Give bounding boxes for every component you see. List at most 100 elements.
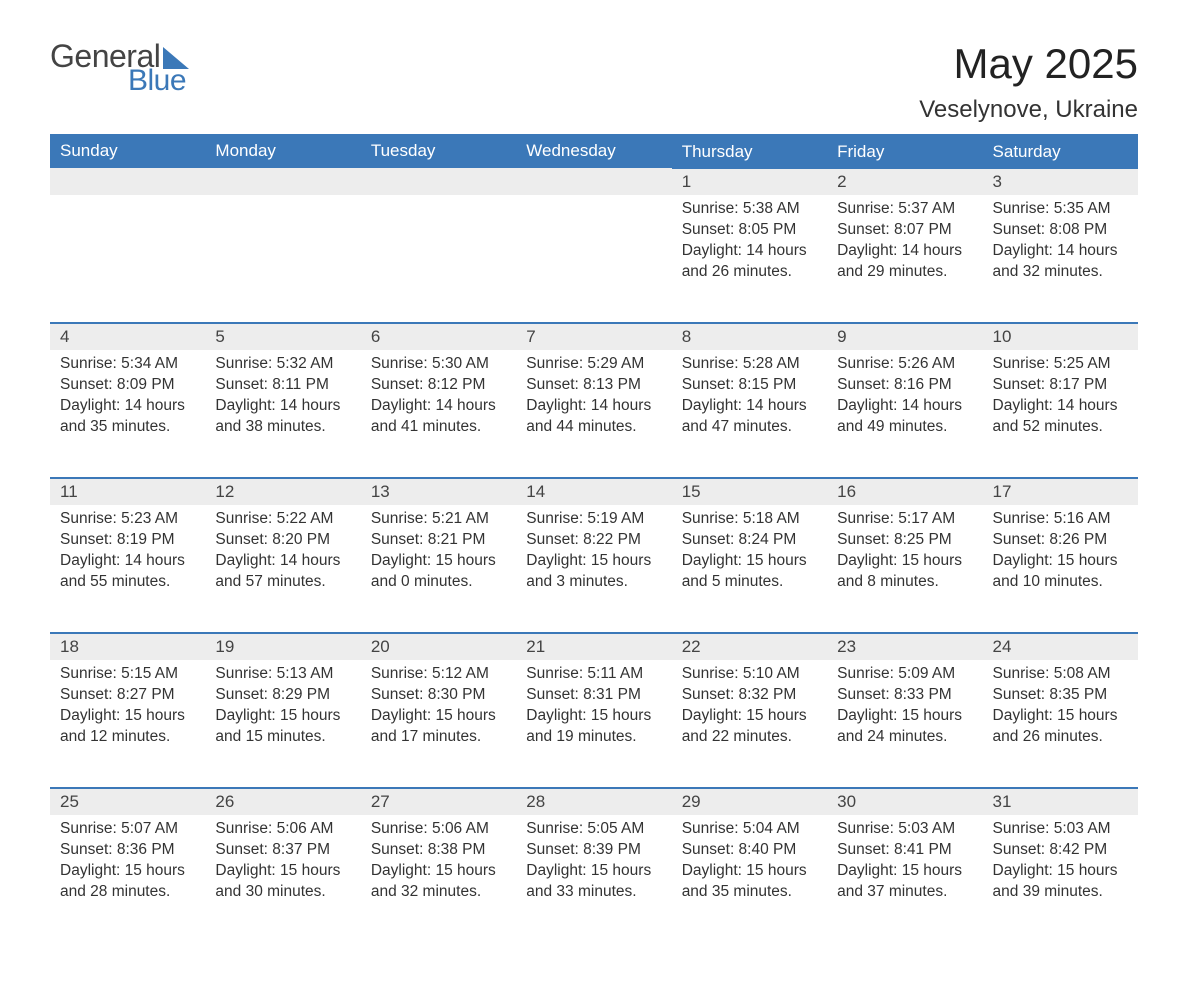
sunrise-line: Sunrise: 5:09 AM xyxy=(837,664,972,685)
day-number-cell: 28 xyxy=(516,788,671,815)
day-content-cell: Sunrise: 5:17 AMSunset: 8:25 PMDaylight:… xyxy=(827,505,982,633)
day-number-cell: 22 xyxy=(672,633,827,660)
sunset-line: Sunset: 8:20 PM xyxy=(215,530,350,551)
page-title: May 2025 xyxy=(919,40,1138,88)
day-content-cell: Sunrise: 5:30 AMSunset: 8:12 PMDaylight:… xyxy=(361,350,516,478)
day-number-cell: 3 xyxy=(983,169,1138,195)
day-content-row: Sunrise: 5:07 AMSunset: 8:36 PMDaylight:… xyxy=(50,815,1138,943)
sunrise-line: Sunrise: 5:13 AM xyxy=(215,664,350,685)
sunrise-line: Sunrise: 5:29 AM xyxy=(526,354,661,375)
sunrise-line: Sunrise: 5:30 AM xyxy=(371,354,506,375)
day-number-cell xyxy=(361,169,516,195)
day-number-cell: 11 xyxy=(50,478,205,505)
daylight-line: Daylight: 15 hours and 19 minutes. xyxy=(526,706,661,748)
day-content-cell: Sunrise: 5:10 AMSunset: 8:32 PMDaylight:… xyxy=(672,660,827,788)
sunrise-line: Sunrise: 5:15 AM xyxy=(60,664,195,685)
weekday-header: Tuesday xyxy=(361,134,516,169)
sunset-line: Sunset: 8:33 PM xyxy=(837,685,972,706)
sunrise-line: Sunrise: 5:32 AM xyxy=(215,354,350,375)
sunset-line: Sunset: 8:05 PM xyxy=(682,220,817,241)
sunset-line: Sunset: 8:40 PM xyxy=(682,840,817,861)
day-number-cell: 29 xyxy=(672,788,827,815)
sunrise-line: Sunrise: 5:38 AM xyxy=(682,199,817,220)
sunset-line: Sunset: 8:16 PM xyxy=(837,375,972,396)
sunset-line: Sunset: 8:21 PM xyxy=(371,530,506,551)
day-content-cell: Sunrise: 5:05 AMSunset: 8:39 PMDaylight:… xyxy=(516,815,671,943)
logo-text-blue: Blue xyxy=(128,66,189,96)
day-number-cell: 27 xyxy=(361,788,516,815)
daylight-line: Daylight: 15 hours and 35 minutes. xyxy=(682,861,817,903)
day-number-cell: 16 xyxy=(827,478,982,505)
day-number-row: 123 xyxy=(50,169,1138,195)
sunrise-line: Sunrise: 5:08 AM xyxy=(993,664,1128,685)
day-number-cell xyxy=(50,169,205,195)
sunset-line: Sunset: 8:38 PM xyxy=(371,840,506,861)
sunrise-line: Sunrise: 5:06 AM xyxy=(215,819,350,840)
sunset-line: Sunset: 8:41 PM xyxy=(837,840,972,861)
day-number-cell: 30 xyxy=(827,788,982,815)
daylight-line: Daylight: 14 hours and 32 minutes. xyxy=(993,241,1128,283)
day-content-cell: Sunrise: 5:06 AMSunset: 8:37 PMDaylight:… xyxy=(205,815,360,943)
sunset-line: Sunset: 8:12 PM xyxy=(371,375,506,396)
sunrise-line: Sunrise: 5:07 AM xyxy=(60,819,195,840)
day-content-cell: Sunrise: 5:23 AMSunset: 8:19 PMDaylight:… xyxy=(50,505,205,633)
sunset-line: Sunset: 8:31 PM xyxy=(526,685,661,706)
day-content-cell: Sunrise: 5:13 AMSunset: 8:29 PMDaylight:… xyxy=(205,660,360,788)
daylight-line: Daylight: 15 hours and 33 minutes. xyxy=(526,861,661,903)
day-number-cell: 19 xyxy=(205,633,360,660)
sunset-line: Sunset: 8:25 PM xyxy=(837,530,972,551)
day-number-cell: 24 xyxy=(983,633,1138,660)
daylight-line: Daylight: 15 hours and 28 minutes. xyxy=(60,861,195,903)
daylight-line: Daylight: 15 hours and 39 minutes. xyxy=(993,861,1128,903)
day-content-cell: Sunrise: 5:12 AMSunset: 8:30 PMDaylight:… xyxy=(361,660,516,788)
day-content-cell: Sunrise: 5:03 AMSunset: 8:42 PMDaylight:… xyxy=(983,815,1138,943)
sunrise-line: Sunrise: 5:23 AM xyxy=(60,509,195,530)
day-content-row: Sunrise: 5:23 AMSunset: 8:19 PMDaylight:… xyxy=(50,505,1138,633)
daylight-line: Daylight: 15 hours and 37 minutes. xyxy=(837,861,972,903)
day-number-cell: 2 xyxy=(827,169,982,195)
sunset-line: Sunset: 8:13 PM xyxy=(526,375,661,396)
day-content-cell: Sunrise: 5:37 AMSunset: 8:07 PMDaylight:… xyxy=(827,195,982,323)
day-number-row: 18192021222324 xyxy=(50,633,1138,660)
day-content-cell: Sunrise: 5:29 AMSunset: 8:13 PMDaylight:… xyxy=(516,350,671,478)
sunset-line: Sunset: 8:36 PM xyxy=(60,840,195,861)
day-number-row: 25262728293031 xyxy=(50,788,1138,815)
day-content-cell: Sunrise: 5:08 AMSunset: 8:35 PMDaylight:… xyxy=(983,660,1138,788)
day-content-cell xyxy=(361,195,516,323)
day-content-cell: Sunrise: 5:09 AMSunset: 8:33 PMDaylight:… xyxy=(827,660,982,788)
sunset-line: Sunset: 8:39 PM xyxy=(526,840,661,861)
daylight-line: Daylight: 15 hours and 22 minutes. xyxy=(682,706,817,748)
sunrise-line: Sunrise: 5:35 AM xyxy=(993,199,1128,220)
daylight-line: Daylight: 15 hours and 26 minutes. xyxy=(993,706,1128,748)
sunset-line: Sunset: 8:35 PM xyxy=(993,685,1128,706)
weekday-header: Wednesday xyxy=(516,134,671,169)
day-number-cell: 26 xyxy=(205,788,360,815)
sunrise-line: Sunrise: 5:26 AM xyxy=(837,354,972,375)
sunset-line: Sunset: 8:11 PM xyxy=(215,375,350,396)
day-number-cell xyxy=(205,169,360,195)
daylight-line: Daylight: 15 hours and 30 minutes. xyxy=(215,861,350,903)
day-content-cell xyxy=(205,195,360,323)
sunrise-line: Sunrise: 5:04 AM xyxy=(682,819,817,840)
sunset-line: Sunset: 8:37 PM xyxy=(215,840,350,861)
day-number-cell: 8 xyxy=(672,323,827,350)
daylight-line: Daylight: 15 hours and 24 minutes. xyxy=(837,706,972,748)
day-number-cell: 4 xyxy=(50,323,205,350)
day-content-cell: Sunrise: 5:26 AMSunset: 8:16 PMDaylight:… xyxy=(827,350,982,478)
sunrise-line: Sunrise: 5:34 AM xyxy=(60,354,195,375)
day-number-cell: 15 xyxy=(672,478,827,505)
sunrise-line: Sunrise: 5:22 AM xyxy=(215,509,350,530)
header: General Blue May 2025 Veselynove, Ukrain… xyxy=(50,40,1138,124)
daylight-line: Daylight: 15 hours and 0 minutes. xyxy=(371,551,506,593)
sunrise-line: Sunrise: 5:06 AM xyxy=(371,819,506,840)
day-content-row: Sunrise: 5:34 AMSunset: 8:09 PMDaylight:… xyxy=(50,350,1138,478)
sunset-line: Sunset: 8:29 PM xyxy=(215,685,350,706)
day-content-cell: Sunrise: 5:34 AMSunset: 8:09 PMDaylight:… xyxy=(50,350,205,478)
daylight-line: Daylight: 15 hours and 10 minutes. xyxy=(993,551,1128,593)
daylight-line: Daylight: 14 hours and 29 minutes. xyxy=(837,241,972,283)
day-number-cell: 12 xyxy=(205,478,360,505)
day-content-cell: Sunrise: 5:28 AMSunset: 8:15 PMDaylight:… xyxy=(672,350,827,478)
sunrise-line: Sunrise: 5:03 AM xyxy=(837,819,972,840)
calendar-table: Sunday Monday Tuesday Wednesday Thursday… xyxy=(50,134,1138,943)
sunrise-line: Sunrise: 5:21 AM xyxy=(371,509,506,530)
